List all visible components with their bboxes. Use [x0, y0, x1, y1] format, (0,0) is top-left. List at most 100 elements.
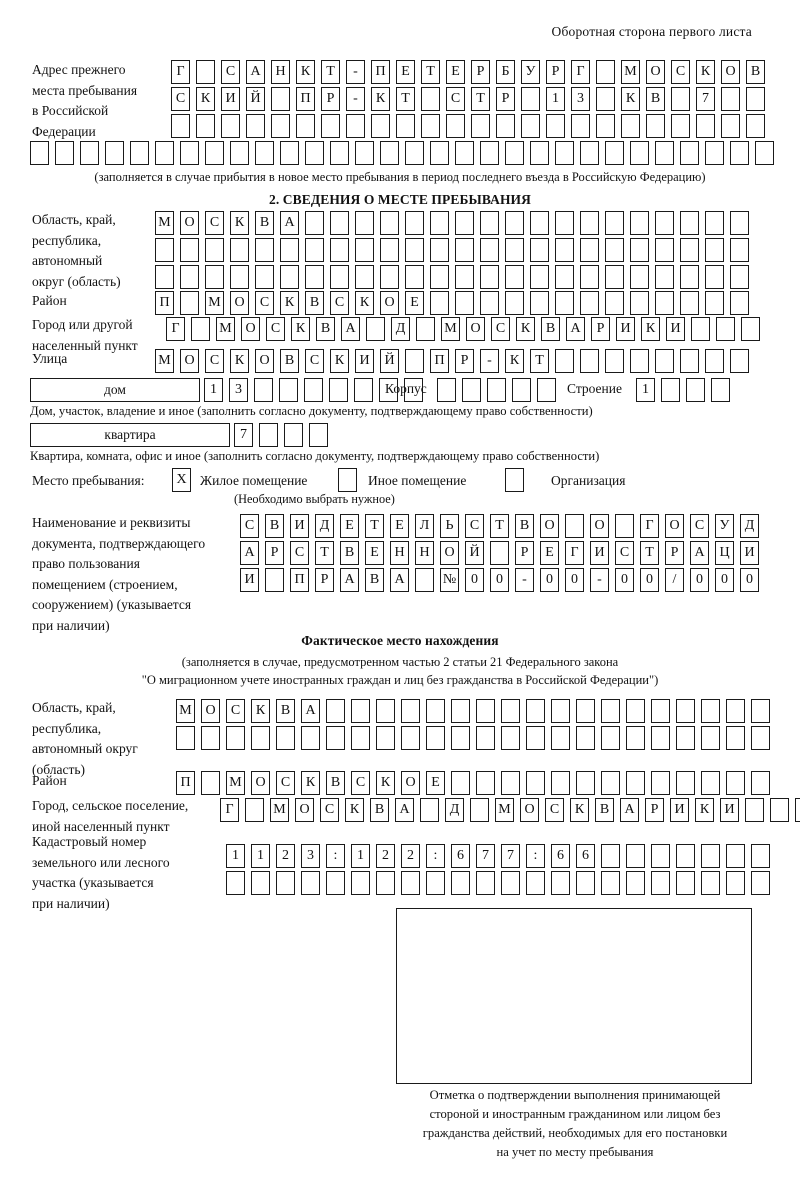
section2-region-cell[interactable]: [430, 238, 449, 262]
prev-address-cell[interactable]: [430, 141, 449, 165]
document-cell[interactable]: С: [240, 514, 259, 538]
section2-region-cell[interactable]: [655, 211, 674, 235]
section2-city-cell[interactable]: [416, 317, 435, 341]
document-cell[interactable]: 0: [715, 568, 734, 592]
section3-district-cell[interactable]: [501, 771, 520, 795]
document-cell[interactable]: [265, 568, 284, 592]
section2-street-cell[interactable]: [730, 349, 749, 373]
document-cell[interactable]: Т: [490, 514, 509, 538]
prev-address-cell[interactable]: [155, 141, 174, 165]
section2-district-cell[interactable]: [480, 291, 499, 315]
document-cell[interactable]: Е: [390, 514, 409, 538]
section2-city-cell[interactable]: Д: [391, 317, 410, 341]
section3-city-cell[interactable]: [245, 798, 264, 822]
section2-street-cell[interactable]: [705, 349, 724, 373]
section2-region-cell[interactable]: [480, 211, 499, 235]
prev-address-cell[interactable]: Б: [496, 60, 515, 84]
checkbox-mark-residential[interactable]: X: [172, 468, 191, 492]
document-cell[interactable]: [565, 514, 584, 538]
prev-address-cell[interactable]: [521, 87, 540, 111]
prev-address-cell[interactable]: [380, 141, 399, 165]
section2-city-cell[interactable]: [691, 317, 710, 341]
document-cell[interactable]: В: [515, 514, 534, 538]
section2-region-row-2[interactable]: [155, 238, 749, 262]
document-cell[interactable]: Д: [315, 514, 334, 538]
section2-city-cell[interactable]: С: [491, 317, 510, 341]
cadastral-cell[interactable]: 7: [501, 844, 520, 868]
prev-address-cell[interactable]: Т: [396, 87, 415, 111]
section3-region-cell[interactable]: К: [251, 699, 270, 723]
cadastral-cell[interactable]: [676, 844, 695, 868]
document-cell[interactable]: Р: [665, 541, 684, 565]
document-cell[interactable]: 0: [740, 568, 759, 592]
section3-region-cell[interactable]: [576, 726, 595, 750]
flat-number-cells[interactable]: 7: [234, 423, 328, 447]
section2-district-cell[interactable]: О: [380, 291, 399, 315]
document-cell[interactable]: -: [590, 568, 609, 592]
cadastral-cell[interactable]: [651, 871, 670, 895]
section2-street-cell[interactable]: [555, 349, 574, 373]
section2-district-cell[interactable]: [180, 291, 199, 315]
section2-region-cell[interactable]: [330, 265, 349, 289]
document-cell[interactable]: Т: [365, 514, 384, 538]
section3-district-cell[interactable]: [451, 771, 470, 795]
document-cell[interactable]: 0: [690, 568, 709, 592]
document-cell[interactable]: И: [590, 541, 609, 565]
prev-address-cell[interactable]: [630, 141, 649, 165]
section2-street-cell[interactable]: -: [480, 349, 499, 373]
section3-district-cell[interactable]: [476, 771, 495, 795]
house-cell[interactable]: [354, 378, 373, 402]
prev-address-cell[interactable]: К: [196, 87, 215, 111]
document-cell[interactable]: У: [715, 514, 734, 538]
section2-street-cell[interactable]: [655, 349, 674, 373]
flat-cell[interactable]: [259, 423, 278, 447]
prev-address-cell[interactable]: П: [296, 87, 315, 111]
prev-address-cell[interactable]: [271, 87, 290, 111]
section2-region-cell[interactable]: [480, 238, 499, 262]
section2-city-cell[interactable]: И: [616, 317, 635, 341]
cadastral-cell[interactable]: [526, 871, 545, 895]
section2-district-cell[interactable]: [705, 291, 724, 315]
section2-region-cell[interactable]: [480, 265, 499, 289]
section3-district-cell[interactable]: К: [376, 771, 395, 795]
prev-address-cell[interactable]: П: [371, 60, 390, 84]
section3-region-cell[interactable]: [551, 699, 570, 723]
section2-district-cell[interactable]: [455, 291, 474, 315]
prev-address-cell[interactable]: К: [371, 87, 390, 111]
section3-region-cell[interactable]: В: [276, 699, 295, 723]
section2-region-cell[interactable]: [630, 238, 649, 262]
korpus-cells[interactable]: [437, 378, 556, 402]
confirmation-stamp-box[interactable]: [396, 908, 752, 1084]
section2-region-cell[interactable]: [455, 211, 474, 235]
document-cell[interactable]: А: [240, 541, 259, 565]
prev-address-cell[interactable]: 3: [571, 87, 590, 111]
prev-address-cell[interactable]: [746, 114, 765, 138]
section3-region-cell[interactable]: [476, 699, 495, 723]
section3-region-cell[interactable]: [651, 699, 670, 723]
section3-region-cell[interactable]: [476, 726, 495, 750]
section2-district-cell[interactable]: [655, 291, 674, 315]
section3-region-cell[interactable]: [176, 726, 195, 750]
section2-street-cell[interactable]: К: [230, 349, 249, 373]
section2-region-cell[interactable]: [205, 265, 224, 289]
section3-city-cell[interactable]: К: [345, 798, 364, 822]
section2-region-cell[interactable]: [730, 265, 749, 289]
document-cell[interactable]: О: [540, 514, 559, 538]
prev-address-cell[interactable]: [721, 114, 740, 138]
korpus-cell[interactable]: [487, 378, 506, 402]
section3-region-cell[interactable]: [226, 726, 245, 750]
document-cell[interactable]: [615, 514, 634, 538]
section3-region-cell[interactable]: [276, 726, 295, 750]
section2-city-cell[interactable]: А: [566, 317, 585, 341]
prev-address-cell[interactable]: [405, 141, 424, 165]
section2-region-cell[interactable]: [355, 265, 374, 289]
cadastral-cell[interactable]: [751, 871, 770, 895]
prev-address-cell[interactable]: [355, 141, 374, 165]
prev-address-cell[interactable]: [730, 141, 749, 165]
section2-street-cell[interactable]: М: [155, 349, 174, 373]
section2-region-cell[interactable]: [580, 238, 599, 262]
section2-region-cell[interactable]: [555, 238, 574, 262]
document-cell[interactable]: Г: [565, 541, 584, 565]
section3-region-cell[interactable]: [676, 726, 695, 750]
